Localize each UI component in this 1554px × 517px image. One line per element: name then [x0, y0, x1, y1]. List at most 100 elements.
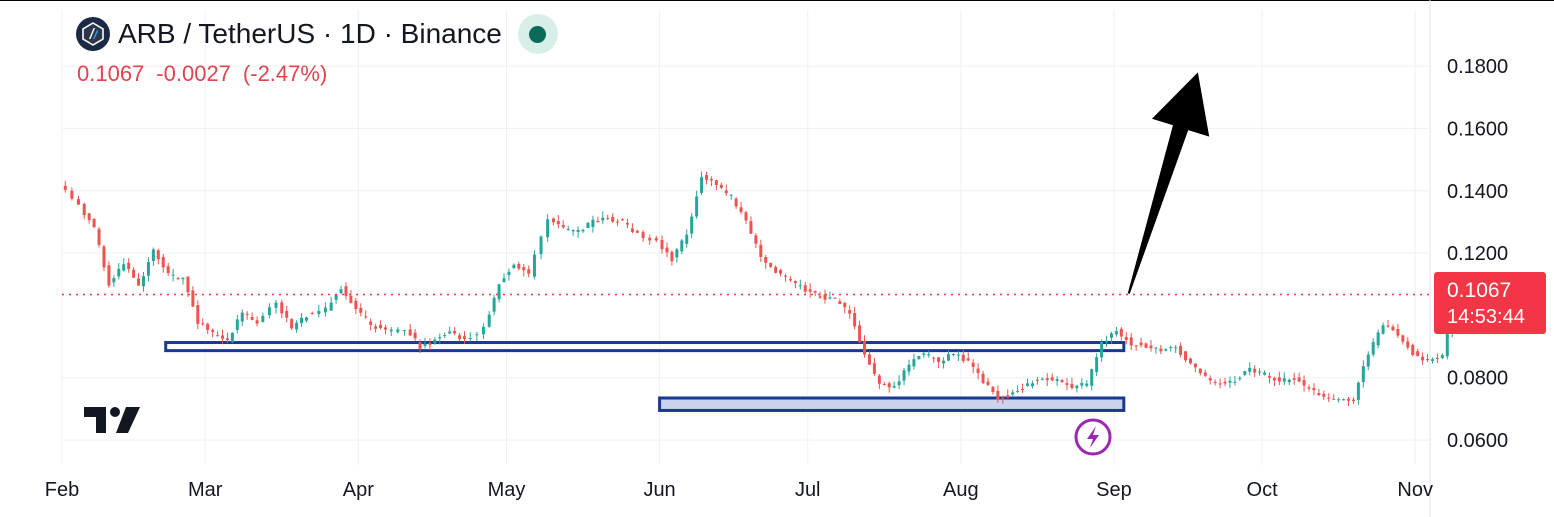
candle-body — [695, 196, 699, 217]
candle-body — [996, 391, 1000, 400]
support-zone-rect — [658, 396, 1126, 412]
quote-line: 0.1067 -0.0027 (-2.47%) — [77, 61, 339, 87]
candle-body — [408, 329, 412, 336]
candle-body — [1376, 332, 1380, 346]
candle-body — [902, 370, 906, 381]
candle-body — [1208, 378, 1212, 381]
candle-body — [1198, 368, 1202, 374]
candle-body — [255, 320, 259, 324]
candle-body — [1149, 345, 1153, 349]
candle-body — [675, 249, 679, 258]
candle-body — [1307, 387, 1311, 389]
candle-body — [951, 354, 955, 356]
candle-body — [576, 229, 580, 232]
candle-body — [82, 204, 86, 216]
candle-body — [1001, 397, 1005, 399]
candle-body — [389, 329, 393, 332]
candle-body — [1351, 399, 1355, 402]
candle-body — [1322, 393, 1326, 397]
candle-body — [1095, 357, 1099, 373]
candle-body — [92, 218, 96, 228]
candle-body — [1193, 363, 1197, 368]
candle-body — [1292, 378, 1296, 380]
candle-body — [759, 244, 763, 258]
candle-body — [507, 271, 511, 275]
candle-body — [1085, 383, 1089, 386]
candle-body — [383, 327, 387, 330]
candle-body — [1016, 391, 1020, 393]
x-tick-label: Oct — [1247, 479, 1279, 501]
candle-body — [641, 232, 645, 239]
candle-body — [423, 343, 427, 347]
x-tick-label: Jun — [643, 479, 675, 501]
candle-body — [734, 198, 738, 207]
market-status-indicator[interactable] — [517, 14, 558, 54]
candle-body — [808, 289, 812, 292]
candle-body — [156, 250, 160, 260]
candle-body — [1213, 381, 1217, 383]
symbol-title[interactable]: ARB / TetherUS · 1D · Binance — [118, 18, 502, 49]
candle-body — [1159, 348, 1163, 352]
candle-body — [354, 300, 358, 310]
candle-body — [596, 221, 600, 223]
candle-body — [1050, 377, 1054, 381]
candle-body — [127, 262, 131, 270]
y-tick-label: 0.1400 — [1447, 181, 1508, 203]
price-change-percent: (-2.47%) — [242, 61, 328, 86]
candle-body — [818, 296, 822, 298]
x-tick-label: Nov — [1397, 479, 1433, 501]
candle-body — [1080, 382, 1084, 386]
candle-body — [1430, 359, 1434, 361]
candle-body — [784, 275, 788, 277]
candle-body — [70, 190, 74, 199]
candle-body — [527, 269, 531, 274]
candle-body — [413, 332, 417, 339]
candle-body — [769, 262, 773, 267]
candle-body — [1139, 342, 1143, 346]
candle-body — [87, 213, 91, 221]
candle-body — [1070, 383, 1074, 388]
candle-body — [1021, 389, 1025, 391]
candle-body — [556, 221, 560, 225]
last-price-tag-value: 0.1067 — [1447, 279, 1512, 302]
candle-body — [1421, 356, 1425, 361]
candle-body — [334, 294, 338, 300]
candle-body — [468, 337, 472, 339]
candle-body — [117, 268, 121, 277]
candle-body — [211, 329, 215, 332]
candle-body — [1287, 379, 1291, 383]
candle-body — [1312, 387, 1316, 391]
candle-body — [867, 354, 871, 365]
candle-body — [848, 310, 852, 314]
up-arrow-shape — [1127, 72, 1210, 294]
candle-body — [396, 329, 400, 333]
candle-body — [245, 313, 249, 315]
candle-body — [1253, 368, 1257, 373]
candle-body — [813, 290, 817, 293]
candle-body — [877, 375, 881, 384]
candle-body — [176, 278, 180, 280]
candle-body — [1248, 367, 1252, 372]
candle-body — [161, 256, 165, 268]
tradingview-logo-icon[interactable] — [82, 405, 142, 440]
candle-body — [1332, 398, 1336, 400]
candle-body — [532, 254, 536, 277]
candle-body — [714, 180, 718, 186]
time-axis[interactable]: Feb Mar Apr May Jun Jul Aug Sep Oct Nov — [45, 479, 1433, 501]
candle-body — [621, 219, 625, 221]
candle-body — [235, 319, 239, 330]
lightning-event-icon[interactable] — [1074, 418, 1112, 456]
candle-body — [428, 343, 432, 345]
candle-body — [788, 279, 792, 281]
candle-body — [539, 236, 543, 255]
candle-body — [304, 317, 308, 321]
x-tick-label: Mar — [188, 479, 223, 501]
price-axis[interactable]: 0.0600 0.0800 0.1200 0.1400 0.1600 0.1800 — [1429, 0, 1508, 517]
last-price: 0.1067 — [77, 61, 145, 86]
candle-body — [512, 264, 516, 268]
candle-body — [616, 221, 620, 223]
candle-body — [300, 317, 304, 324]
candle-body — [379, 324, 383, 329]
candle-body — [1233, 381, 1237, 383]
